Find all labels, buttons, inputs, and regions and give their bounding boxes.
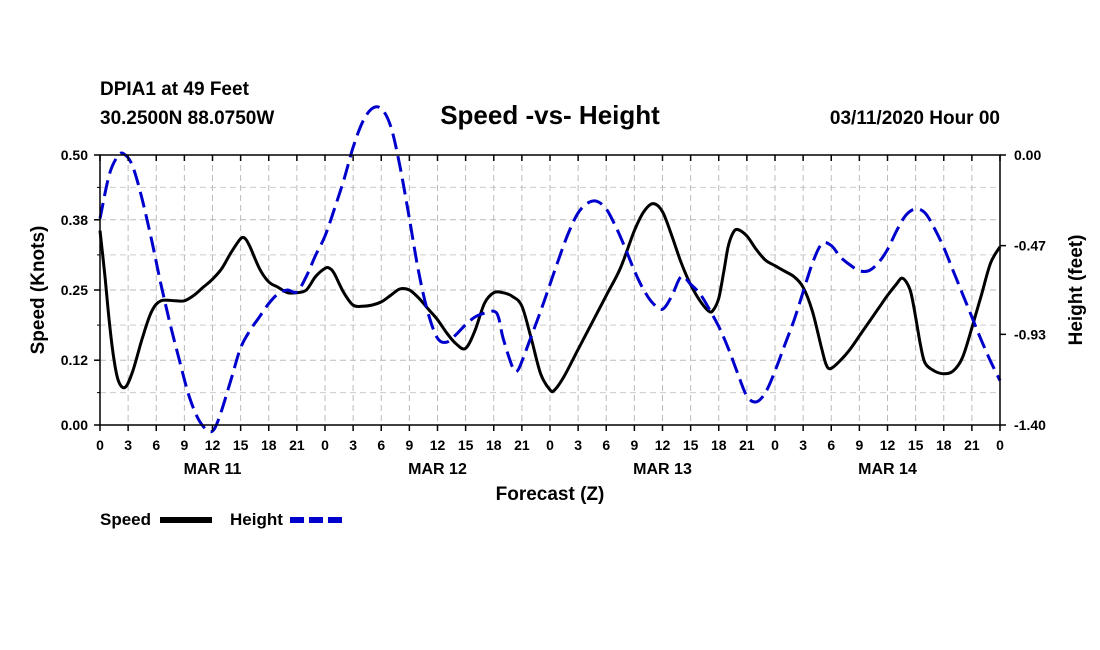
x-tick-label: 3	[799, 437, 807, 453]
day-label: MAR 14	[858, 461, 917, 478]
x-tick-label: 12	[880, 437, 896, 453]
legend: Speed Height	[100, 510, 342, 529]
y-tick-label: 0.00	[61, 417, 88, 433]
x-tick-label: 9	[180, 437, 188, 453]
y-tick-label: 0.25	[61, 282, 88, 298]
x-tick-label: 12	[655, 437, 671, 453]
series-layer	[98, 105, 1002, 434]
y-axis-label: Speed (Knots)	[28, 226, 49, 355]
y2-tick-label: -0.93	[1014, 326, 1046, 342]
y2-tick-label: 0.00	[1014, 147, 1041, 163]
x-tick-label: 18	[261, 437, 277, 453]
x-tick-label: 9	[630, 437, 638, 453]
x-tick-label: 21	[739, 437, 755, 453]
x-tick-label: 21	[289, 437, 305, 453]
x-tick-label: 18	[486, 437, 502, 453]
series-line-speed	[98, 202, 1002, 394]
x-tick-label: 6	[827, 437, 835, 453]
station-label: DPIA1 at 49 Feet	[100, 79, 250, 100]
x-tick-label: 12	[205, 437, 221, 453]
x-tick-label: 15	[233, 437, 249, 453]
x-tick-label: 15	[908, 437, 924, 453]
x-axis-label: Forecast (Z)	[496, 484, 605, 505]
series-line-height	[98, 105, 1002, 434]
x-tick-label: 0	[771, 437, 779, 453]
x-tick-label: 6	[602, 437, 610, 453]
x-tick-label: 15	[458, 437, 474, 453]
y-tick-label: 0.50	[61, 147, 88, 163]
x-tick-label: 18	[936, 437, 952, 453]
legend-label-height: Height	[230, 510, 283, 529]
day-label: MAR 12	[408, 461, 467, 478]
ticks: 0.00 0.12 0.25 0.38 0.50 -1.40 -0.93 -0.47 0.00 0…	[61, 147, 1046, 478]
y2-axis-label: Height (feet)	[1066, 235, 1087, 346]
day-label: MAR 13	[633, 461, 692, 478]
x-tick-label: 3	[124, 437, 132, 453]
x-tick-label: 21	[964, 437, 980, 453]
location-label: 30.2500N 88.0750W	[100, 108, 274, 129]
x-tick-label: 3	[349, 437, 357, 453]
x-tick-label: 6	[377, 437, 385, 453]
day-label: MAR 11	[184, 461, 242, 478]
x-tick-label: 0	[96, 437, 104, 453]
x-tick-label: 6	[152, 437, 160, 453]
legend-label-speed: Speed	[100, 510, 151, 529]
timestamp-label: 03/11/2020 Hour 00	[830, 108, 1000, 129]
y2-tick-label: -1.40	[1014, 417, 1046, 433]
x-tick-label: 18	[711, 437, 727, 453]
x-tick-label: 3	[574, 437, 582, 453]
x-tick-label: 12	[430, 437, 446, 453]
x-tick-label: 9	[405, 437, 413, 453]
x-tick-label: 9	[855, 437, 863, 453]
x-tick-label: 0	[321, 437, 329, 453]
x-tick-label: 15	[683, 437, 699, 453]
x-tick-label: 21	[514, 437, 530, 453]
y-tick-label: 0.38	[61, 212, 88, 228]
x-tick-label: 0	[996, 437, 1004, 453]
x-tick-label: 0	[546, 437, 554, 453]
grid	[100, 155, 1000, 425]
chart-title: Speed -vs- Height	[440, 100, 660, 130]
y-tick-label: 0.12	[61, 352, 88, 368]
y2-tick-label: -0.47	[1014, 238, 1046, 254]
